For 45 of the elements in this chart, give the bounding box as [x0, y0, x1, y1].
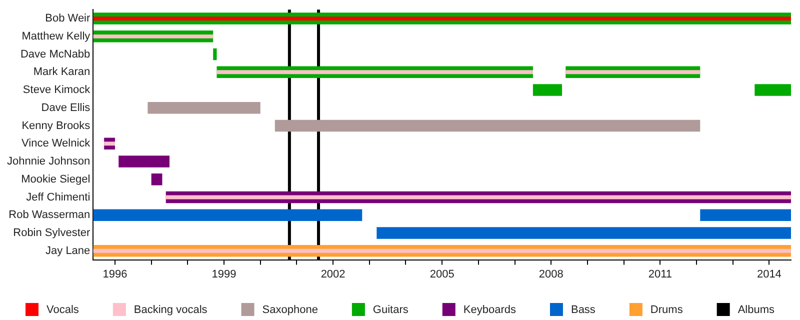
bar: [274, 120, 700, 132]
y-tick-label: Steve Kimock: [22, 84, 91, 96]
legend-label: Guitars: [372, 304, 409, 316]
x-tick-label: 2005: [430, 268, 454, 280]
bar: [93, 34, 214, 38]
y-tick-label: Vince Welnick: [21, 138, 91, 150]
legend-label: Keyboards: [463, 304, 516, 316]
bar: [700, 209, 791, 222]
bar: [532, 84, 562, 96]
x-tick-label: 2011: [648, 268, 672, 280]
legend-label: Backing vocals: [134, 304, 208, 316]
x-tick-label: 1996: [102, 268, 128, 280]
x-tick-label: 2008: [538, 268, 564, 280]
y-tick-label: Robin Sylvester: [13, 227, 90, 240]
bar: [93, 248, 791, 253]
y-tick-label: Jay Lane: [46, 244, 90, 257]
bar: [118, 156, 170, 168]
bar: [566, 70, 700, 74]
bar: [148, 102, 260, 114]
y-tick-label: Mark Karan: [33, 66, 90, 78]
bar: [104, 142, 115, 146]
y-tick-label: Kenny Brooks: [22, 120, 91, 132]
bar: [151, 173, 162, 186]
y-tick-label: Johnnie Johnson: [6, 156, 90, 168]
x-tick-label: 1999: [212, 268, 236, 280]
x-tick-label: 2002: [320, 268, 346, 280]
bar: [213, 48, 217, 60]
bar: [754, 84, 791, 96]
y-tick-label: Rob Wasserman: [8, 209, 90, 222]
legend-label: Albums: [738, 304, 775, 316]
y-tick-label: Jeff Chimenti: [26, 191, 90, 204]
legend-label: Drums: [650, 304, 684, 316]
bar: [93, 209, 362, 222]
bar: [376, 227, 791, 239]
x-tick-label: 2014: [756, 268, 782, 280]
bar: [216, 70, 533, 74]
y-tick-label: Dave McNabb: [20, 48, 90, 60]
legend-label: Vocals: [46, 304, 80, 316]
y-tick-label: Dave Ellis: [41, 102, 91, 114]
y-tick-label: Bob Weir: [45, 12, 91, 25]
bar: [93, 16, 791, 20]
y-tick-label: Mookie Siegel: [21, 173, 90, 186]
legend-label: Bass: [570, 304, 596, 316]
y-tick-label: Matthew Kelly: [22, 30, 91, 42]
legend-label: Saxophone: [262, 304, 318, 316]
